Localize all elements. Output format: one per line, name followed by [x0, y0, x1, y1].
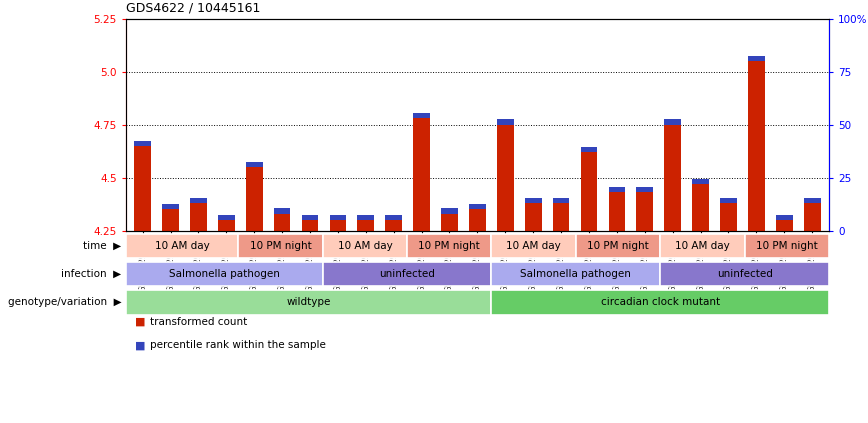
Bar: [126, 262, 323, 286]
Text: time  ▶: time ▶: [83, 241, 122, 251]
Bar: [745, 233, 829, 258]
Bar: [218, 220, 234, 231]
Bar: [323, 262, 491, 286]
Text: wildtype: wildtype: [286, 297, 331, 308]
Bar: [413, 113, 430, 118]
Text: 10 AM day: 10 AM day: [338, 241, 392, 251]
Bar: [162, 209, 179, 231]
Bar: [469, 204, 486, 209]
Text: transformed count: transformed count: [150, 317, 247, 327]
Bar: [692, 184, 709, 231]
Bar: [525, 198, 542, 203]
Bar: [496, 119, 514, 125]
Bar: [246, 162, 262, 167]
Bar: [804, 198, 820, 203]
Bar: [496, 125, 514, 231]
Bar: [720, 198, 737, 203]
Bar: [135, 146, 151, 231]
Bar: [661, 233, 745, 258]
Text: 10 PM night: 10 PM night: [418, 241, 480, 251]
Bar: [491, 290, 829, 315]
Bar: [692, 179, 709, 184]
Bar: [664, 125, 681, 231]
Bar: [302, 220, 319, 231]
Text: genotype/variation  ▶: genotype/variation ▶: [8, 297, 122, 308]
Text: ■: ■: [135, 340, 145, 350]
Bar: [330, 215, 346, 220]
Text: 10 PM night: 10 PM night: [756, 241, 818, 251]
Bar: [385, 215, 402, 220]
Bar: [720, 203, 737, 231]
Text: ■: ■: [135, 317, 145, 327]
Text: 10 AM day: 10 AM day: [675, 241, 730, 251]
Bar: [323, 233, 407, 258]
Bar: [553, 198, 569, 203]
Bar: [581, 147, 597, 152]
Bar: [358, 220, 374, 231]
Bar: [135, 140, 151, 146]
Bar: [661, 262, 829, 286]
Bar: [330, 220, 346, 231]
Bar: [608, 187, 625, 192]
Bar: [776, 220, 792, 231]
Bar: [358, 215, 374, 220]
Bar: [302, 215, 319, 220]
Bar: [804, 203, 820, 231]
Text: 10 AM day: 10 AM day: [506, 241, 561, 251]
Bar: [636, 187, 653, 192]
Bar: [273, 214, 291, 231]
Bar: [491, 262, 661, 286]
Text: Salmonella pathogen: Salmonella pathogen: [521, 269, 631, 279]
Bar: [525, 203, 542, 231]
Bar: [581, 152, 597, 231]
Bar: [273, 208, 291, 214]
Text: circadian clock mutant: circadian clock mutant: [601, 297, 720, 308]
Bar: [608, 192, 625, 231]
Bar: [441, 214, 457, 231]
Bar: [190, 203, 207, 231]
Bar: [239, 233, 323, 258]
Text: GDS4622 / 10445161: GDS4622 / 10445161: [126, 2, 260, 15]
Text: 10 PM night: 10 PM night: [250, 241, 312, 251]
Text: uninfected: uninfected: [379, 269, 435, 279]
Bar: [246, 167, 262, 231]
Bar: [776, 215, 792, 220]
Bar: [162, 204, 179, 209]
Bar: [441, 208, 457, 214]
Text: Salmonella pathogen: Salmonella pathogen: [169, 269, 279, 279]
Bar: [407, 233, 491, 258]
Text: 10 PM night: 10 PM night: [587, 241, 649, 251]
Bar: [748, 61, 765, 231]
Text: uninfected: uninfected: [717, 269, 773, 279]
Bar: [636, 192, 653, 231]
Bar: [385, 220, 402, 231]
Bar: [190, 198, 207, 203]
Bar: [469, 209, 486, 231]
Bar: [491, 233, 575, 258]
Bar: [413, 118, 430, 231]
Bar: [664, 119, 681, 125]
Bar: [748, 56, 765, 61]
Bar: [218, 215, 234, 220]
Text: percentile rank within the sample: percentile rank within the sample: [150, 340, 326, 350]
Bar: [126, 290, 491, 315]
Text: infection  ▶: infection ▶: [62, 269, 122, 279]
Bar: [553, 203, 569, 231]
Bar: [126, 233, 239, 258]
Bar: [575, 233, 661, 258]
Text: 10 AM day: 10 AM day: [155, 241, 209, 251]
